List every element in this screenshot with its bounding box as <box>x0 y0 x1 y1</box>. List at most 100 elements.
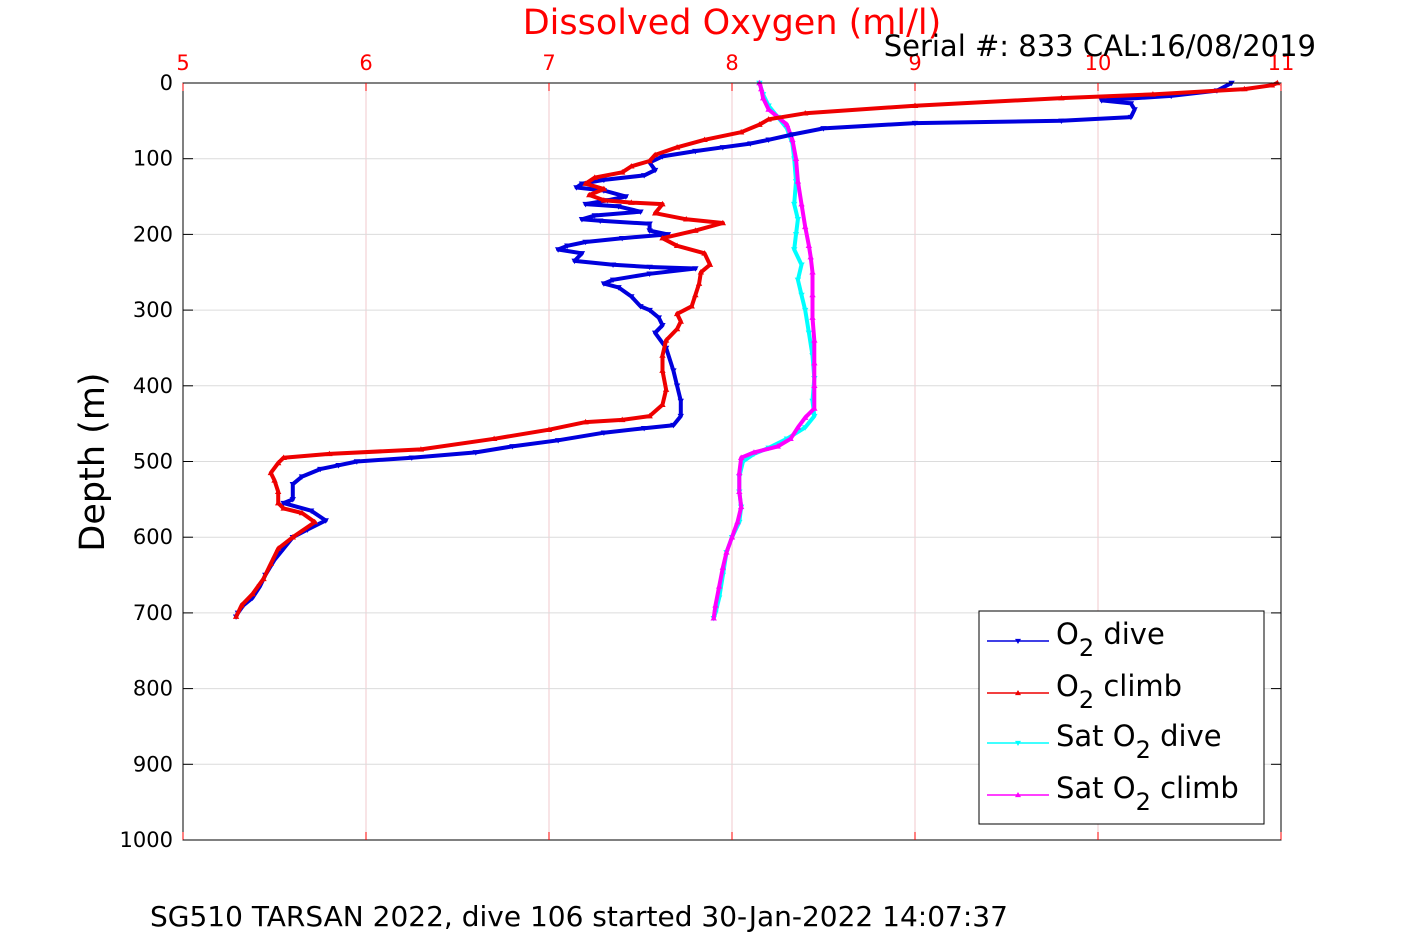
legend-label: Sat O2 dive <box>1056 719 1222 764</box>
data-point <box>609 277 617 284</box>
data-point <box>737 503 745 510</box>
data-point <box>794 178 802 184</box>
data-point <box>759 94 767 101</box>
data-point <box>573 185 580 191</box>
data-point <box>791 201 798 208</box>
data-point <box>472 450 479 456</box>
data-point <box>249 590 256 597</box>
data-point <box>673 144 681 150</box>
data-point <box>794 277 802 284</box>
y-tick-label: 800 <box>133 677 173 701</box>
data-point <box>622 194 630 200</box>
legend-label-main: O <box>1056 669 1079 703</box>
data-point <box>408 455 415 461</box>
legend-label: O2 climb <box>1056 669 1182 714</box>
data-point <box>673 242 681 248</box>
data-point <box>789 136 796 143</box>
legend-swatch-marker <box>1015 638 1021 644</box>
y-tick-label: 200 <box>133 222 173 246</box>
data-point <box>701 250 708 256</box>
data-point <box>571 258 578 265</box>
data-point <box>792 155 800 161</box>
data-point <box>811 359 818 366</box>
data-point <box>1268 82 1276 88</box>
data-point <box>911 102 919 108</box>
data-point <box>311 518 318 525</box>
data-point <box>734 518 741 525</box>
legend-label-subscript: 2 <box>1136 736 1151 764</box>
data-point <box>791 247 798 253</box>
data-point <box>802 414 809 420</box>
data-point <box>615 285 622 291</box>
data-point <box>646 271 653 277</box>
x-ticks: 5 6 7 8 9 10 11 <box>176 51 1294 840</box>
data-point <box>794 424 802 430</box>
data-point <box>640 173 648 179</box>
data-point <box>232 613 240 619</box>
data-point <box>750 449 758 455</box>
data-point <box>307 508 315 514</box>
data-point <box>737 454 745 460</box>
x-tick-label: 8 <box>725 51 738 75</box>
x-tick-label: 5 <box>176 51 189 75</box>
y-tick-label: 500 <box>133 450 173 474</box>
y-tick-label: 900 <box>133 752 173 776</box>
data-point <box>820 126 827 132</box>
data-point <box>794 217 802 223</box>
data-point <box>417 446 425 452</box>
data-point <box>670 422 677 429</box>
y-tick-label: 0 <box>160 71 173 95</box>
y-tick-label: 300 <box>133 298 173 322</box>
data-point <box>353 459 361 465</box>
y-axis-label: Depth (m) <box>73 372 113 551</box>
x-tick-label: 9 <box>908 51 921 75</box>
data-point <box>662 337 670 343</box>
data-point <box>807 253 814 260</box>
data-point <box>659 234 666 241</box>
data-point <box>280 505 287 511</box>
data-point <box>701 136 708 143</box>
y-ticks: 0 100 200 300 400 500 600 700 800 900 1000 <box>120 71 1281 852</box>
series-line <box>711 82 817 619</box>
data-point <box>335 463 342 469</box>
data-point <box>798 262 805 268</box>
series-sat-o2-climb <box>710 79 818 621</box>
data-point <box>673 325 681 332</box>
legend-label: Sat O2 climb <box>1056 771 1239 816</box>
series-layer <box>232 79 1281 622</box>
data-point <box>545 426 553 432</box>
data-point <box>712 602 719 608</box>
data-point <box>1149 91 1157 97</box>
data-point <box>582 180 589 186</box>
data-point <box>655 315 662 321</box>
data-point <box>756 121 763 127</box>
data-point <box>809 314 816 320</box>
legend-label: O2 dive <box>1056 617 1165 662</box>
data-point <box>802 307 809 314</box>
data-point <box>692 266 699 272</box>
data-point <box>619 169 626 175</box>
data-point <box>802 110 809 116</box>
data-point <box>659 401 666 407</box>
x-tick-label: 6 <box>359 51 372 75</box>
data-point <box>591 174 598 180</box>
data-point <box>646 228 653 234</box>
data-point <box>695 280 703 286</box>
data-point <box>651 330 659 337</box>
data-point <box>670 368 677 374</box>
legend-label-subscript: 2 <box>1136 788 1151 816</box>
legend-label-main: Sat O <box>1056 719 1136 753</box>
data-point <box>706 261 714 267</box>
data-point <box>765 137 772 143</box>
data-point <box>274 545 282 551</box>
data-point <box>789 132 796 138</box>
data-point <box>582 201 589 208</box>
data-point <box>554 438 562 444</box>
data-point <box>1098 98 1105 104</box>
data-point <box>322 518 329 524</box>
series-o2-climb <box>232 79 1281 619</box>
legend-label-rest: climb <box>1094 669 1182 703</box>
data-point <box>326 450 333 457</box>
